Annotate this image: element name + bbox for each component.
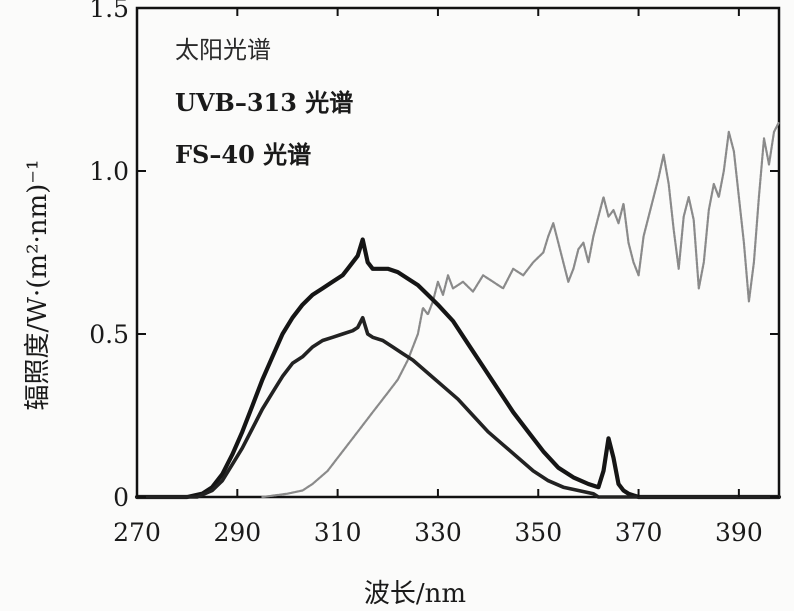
series-line-1 [261,121,781,499]
x-tick-label: 290 [213,518,261,547]
x-tick-label: 390 [715,518,763,547]
legend-label-uvb313: UVB–313 光谱 [175,88,353,117]
y-tick-label: 1.0 [89,157,129,186]
x-tick-label: 310 [314,518,362,547]
legend-label-fs40: FS–40 光谱 [175,140,311,169]
legend-label-solar: 太阳光谱 [175,36,271,64]
x-tick-label: 330 [414,518,462,547]
y-tick-label: 1.5 [89,0,129,23]
y-tick-label: 0 [113,483,129,512]
y-tick-label: 0.5 [89,320,129,349]
plot-frame [135,6,781,499]
x-tick-label: 350 [514,518,562,547]
x-tick-label: 270 [113,518,161,547]
series-layer [134,121,782,500]
y-axis-title: 辐照度/W·(m²·nm)⁻¹ [23,160,53,411]
tick-layer: 270 290 310 330 350 370 390 0 0.5 1.0 1.5 [89,0,779,547]
series-line-2 [134,237,782,500]
legend: 太阳光谱 UVB–313 光谱 FS–40 光谱 [175,36,353,169]
series-line-3 [135,315,781,499]
x-tick-label: 370 [615,518,663,547]
x-axis-title: 波长/nm [364,579,466,609]
